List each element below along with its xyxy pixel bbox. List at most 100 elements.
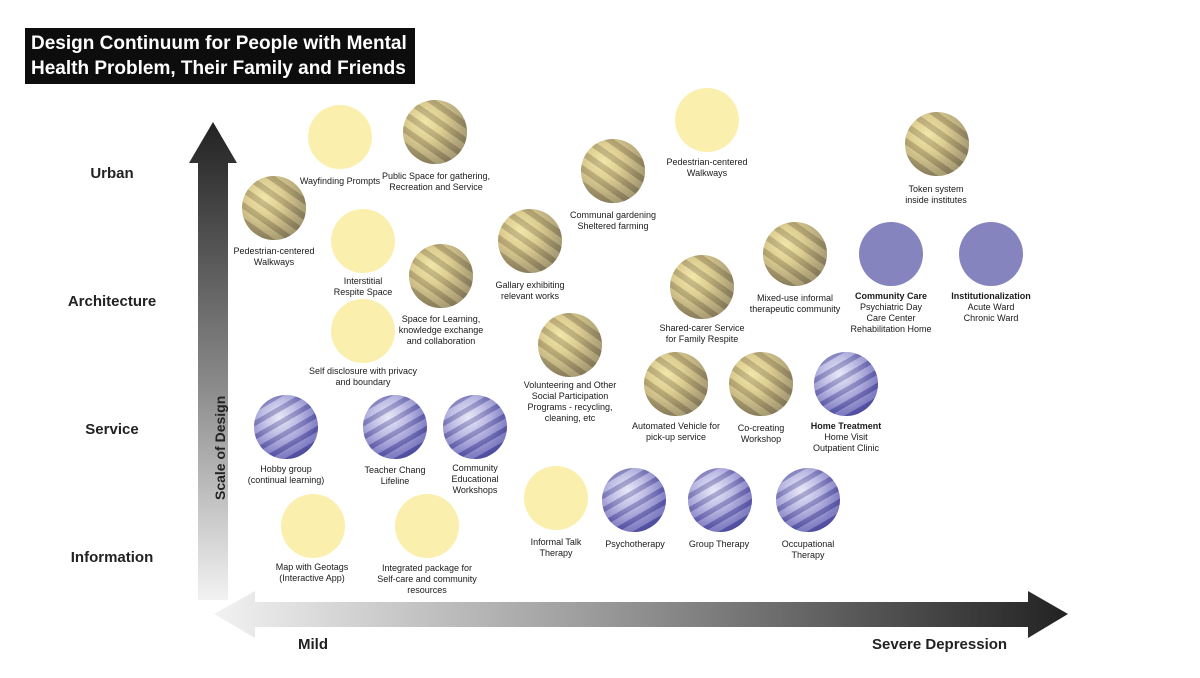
map-geotags-label-line: (Interactive App) [279, 573, 345, 583]
psychotherapy-image [602, 468, 666, 532]
ped-walk-right-label: Pedestrian-centered Walkways [617, 157, 797, 179]
volunteering-label: Volunteering and Other Social Participati… [480, 380, 660, 424]
space-learning-label-line: and collaboration [406, 336, 476, 346]
wayfinding-image [308, 105, 372, 169]
space-learning-label-line: knowledge exchange [398, 325, 484, 335]
community-edu-label-line: Workshops [452, 485, 498, 495]
x-axis-end: Severe Depression [872, 636, 1008, 653]
gallery-image [498, 209, 562, 273]
community-edu-label: Community Educational Workshops [385, 463, 565, 496]
mixed-use-label-line: Mixed-use informal [756, 293, 834, 303]
shared-carer-label-line: Shared-carer Service [659, 323, 745, 333]
x-axis-start: Mild [298, 636, 328, 653]
community-care-label-line: Care Center [866, 313, 916, 323]
teacher-chang-image [363, 395, 427, 459]
map-geotags-label-line: Map with Geotags [275, 562, 349, 572]
vertical-axis-arrow [189, 122, 237, 600]
gallery-label: Gallary exhibiting relevant works [440, 280, 620, 302]
home-treatment-label-heading: Home Treatment [810, 421, 882, 431]
title-line-1: Design Continuum for People with Mental [31, 33, 407, 54]
volunteering-label-line: cleaning, etc [544, 413, 596, 423]
integrated-package-label-line: Integrated package for [381, 563, 473, 573]
volunteering-label-line: Social Participation [531, 391, 609, 401]
community-care-label: Community Care Psychiatric Day Care Center… [801, 291, 981, 335]
public-space-label: Public Space for gathering, Recreation an… [346, 171, 526, 193]
shared-carer-label: Shared-carer Service for Family Respite [612, 323, 792, 345]
automated-vehicle-label: Automated Vehicle for pick-up service [586, 421, 766, 443]
occupational-label: Occupational Therapy [718, 539, 898, 561]
token-image [905, 112, 969, 176]
psychotherapy-label-line: Psychotherapy [605, 539, 665, 549]
level-service: Service [85, 421, 139, 438]
occupational-image [776, 468, 840, 532]
token-label-line: Token system [908, 184, 964, 194]
interstitial-label-line: Interstitial [343, 276, 383, 286]
gallery-label-line: Gallary exhibiting [495, 280, 565, 290]
occupational-label-line: Therapy [791, 550, 825, 560]
institutionalization-label-line: Acute Ward [967, 302, 1015, 312]
automated-vehicle-label-line: Automated Vehicle for [631, 421, 721, 431]
group-therapy-label-line: Group Therapy [688, 539, 750, 549]
space-learning-image [409, 244, 473, 308]
informal-talk-label-line: Therapy [539, 548, 573, 558]
psychotherapy-label: Psychotherapy [545, 539, 725, 550]
space-learning-label: Space for Learning, knowledge exchange and… [351, 314, 531, 347]
title-line-2: Health Problem, Their Family and Friends [31, 58, 406, 79]
volunteering-label-line: Volunteering and Other [523, 380, 617, 390]
hobby-label-line: (continual learning) [247, 475, 325, 485]
group-therapy-image [688, 468, 752, 532]
token-label: Token system inside institutes [846, 184, 1026, 206]
level-information: Information [70, 549, 154, 566]
group-therapy-label: Group Therapy [629, 539, 809, 550]
public-space-label-line: Recreation and Service [389, 182, 483, 192]
interstitial-image [331, 209, 395, 273]
home-treatment-label: Home Treatment Home Visit Outpatient Clini… [756, 421, 936, 454]
shared-carer-label-line: for Family Respite [665, 334, 739, 344]
occupational-label-line: Occupational [781, 539, 835, 549]
map-geotags-label: Map with Geotags (Interactive App) [222, 562, 402, 584]
communal-garden-label-line: Communal gardening [569, 210, 657, 220]
home-treatment-image [814, 352, 878, 416]
community-edu-label-line: Community [452, 463, 498, 473]
integrated-package-label-line: resources [407, 585, 447, 595]
institutionalization-label-line: Chronic Ward [963, 313, 1019, 323]
interstitial-label: Interstitial Respite Space [273, 276, 453, 298]
shared-carer-image [670, 255, 734, 319]
automated-vehicle-label-line: pick-up service [645, 432, 707, 442]
self-disclosure-label-line: and boundary [335, 377, 391, 387]
home-treatment-label-line: Home Visit [824, 432, 868, 442]
integrated-package-image [395, 494, 459, 558]
wayfinding-label-line: Wayfinding Prompts [299, 176, 381, 186]
ped-walk-left-label: Pedestrian-centered Walkways [184, 246, 364, 268]
community-care-label-line: Rehabilitation Home [850, 324, 932, 334]
informal-talk-label-line: Informal Talk [530, 537, 582, 547]
community-care-label-heading: Community Care [854, 291, 927, 301]
community-care-image [859, 222, 923, 286]
co-creating-label-line: Co-creating [737, 423, 785, 433]
space-learning-label-line: Space for Learning, [401, 314, 481, 324]
volunteering-image [538, 313, 602, 377]
public-space-label-line: Public Space for gathering, [381, 171, 491, 181]
integrated-package-label: Integrated package for Self-care and comm… [337, 563, 517, 596]
wayfinding-label: Wayfinding Prompts [250, 176, 430, 187]
integrated-package-label-line: Self-care and community [377, 574, 477, 584]
horizontal-axis-arrow [214, 591, 1068, 638]
public-space-image [403, 100, 467, 164]
co-creating-label-line: Workshop [740, 434, 782, 444]
diagram-title: Design Continuum for People with Mental … [25, 28, 415, 84]
hobby-label-line: Hobby group [260, 464, 312, 474]
community-care-label-line: Psychiatric Day [859, 302, 922, 312]
ped-walk-right-image [675, 88, 739, 152]
teacher-chang-label-line: Teacher Chang [364, 465, 426, 475]
automated-vehicle-image [644, 352, 708, 416]
mixed-use-image [763, 222, 827, 286]
co-creating-label: Co-creating Workshop [671, 423, 851, 445]
map-geotags-image [281, 494, 345, 558]
self-disclosure-label: Self disclosure with privacy and boundary [273, 366, 453, 388]
self-disclosure-label-line: Self disclosure with privacy [308, 366, 418, 376]
mixed-use-label-line: therapeutic community [749, 304, 841, 314]
communal-garden-label-line: Sheltered farming [577, 221, 649, 231]
informal-talk-label: Informal Talk Therapy [466, 537, 646, 559]
ped-walk-right-label-line: Pedestrian-centered [666, 157, 748, 167]
